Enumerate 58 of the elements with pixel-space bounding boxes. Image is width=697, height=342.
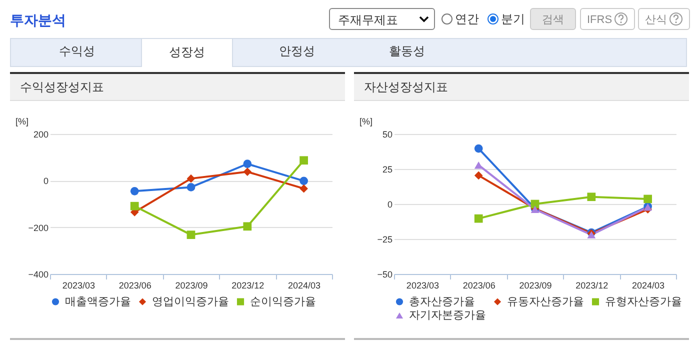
point xyxy=(300,184,308,193)
y-tick-label: 25 xyxy=(382,164,392,174)
point xyxy=(186,183,196,192)
y-tick-label: 200 xyxy=(33,130,48,140)
legend-label: 영업이익증가율 xyxy=(152,296,229,308)
point xyxy=(300,176,308,186)
point xyxy=(587,192,596,202)
point xyxy=(474,171,483,180)
y-axis-title: [%] xyxy=(16,116,29,126)
x-tick-label: 2024/03 xyxy=(632,280,665,290)
x-tick-label: 2023/06 xyxy=(462,280,496,290)
point xyxy=(186,174,196,183)
legend-label: 매출액증가율 xyxy=(65,296,131,308)
y-tick-label: 0 xyxy=(43,176,48,186)
text: 산식 xyxy=(645,14,667,26)
x-tick-label: 2023/12 xyxy=(232,280,264,290)
text: 연간 xyxy=(455,12,479,26)
legend-label: 총자산증가율 xyxy=(409,296,475,308)
x-tick-label: 2023/03 xyxy=(62,280,95,290)
text: IFRS xyxy=(587,14,612,26)
point xyxy=(644,194,652,204)
legend-label: 유형자산증가율 xyxy=(605,296,682,308)
text: 투자분석 xyxy=(10,12,66,30)
y-tick-label: −400 xyxy=(28,270,48,280)
text: 성장성 xyxy=(141,38,233,67)
y-axis-title: [%] xyxy=(360,116,373,126)
x-tick-label: 2024/03 xyxy=(288,280,321,290)
x-tick-label: 2023/06 xyxy=(118,280,152,290)
text: 주재무제표 xyxy=(329,8,435,30)
chart-title: 수익성장성지표 xyxy=(10,74,345,101)
legend-label: 순이익증가율 xyxy=(250,296,316,308)
text: 활동성 xyxy=(388,43,426,60)
y-tick-label: −200 xyxy=(28,222,48,233)
point xyxy=(300,156,308,165)
point xyxy=(130,202,139,210)
legend-label: 유동자산증가율 xyxy=(507,296,584,308)
point xyxy=(243,222,252,231)
point xyxy=(243,160,252,168)
point xyxy=(474,214,483,223)
y-tick-label: 50 xyxy=(382,130,392,140)
x-tick-label: 2023/09 xyxy=(175,280,208,290)
text: 수익성 xyxy=(58,43,96,60)
point xyxy=(130,186,139,196)
text: 안정성 xyxy=(278,43,316,60)
y-tick-label: −50 xyxy=(377,270,392,280)
point xyxy=(474,144,483,153)
chart-title: 자산성장성지표 xyxy=(354,74,689,101)
x-tick-label: 2023/03 xyxy=(406,280,439,290)
x-tick-label: 2023/09 xyxy=(519,280,552,290)
y-tick-label: 0 xyxy=(387,200,392,210)
legend-label: 자기자본증가율 xyxy=(409,310,486,322)
x-tick-label: 2023/12 xyxy=(576,280,608,290)
text: 검색 xyxy=(530,8,576,30)
point xyxy=(186,230,196,239)
point xyxy=(243,168,252,176)
y-tick-label: −25 xyxy=(377,234,392,244)
text: 분기 xyxy=(501,12,525,26)
point xyxy=(474,161,483,169)
